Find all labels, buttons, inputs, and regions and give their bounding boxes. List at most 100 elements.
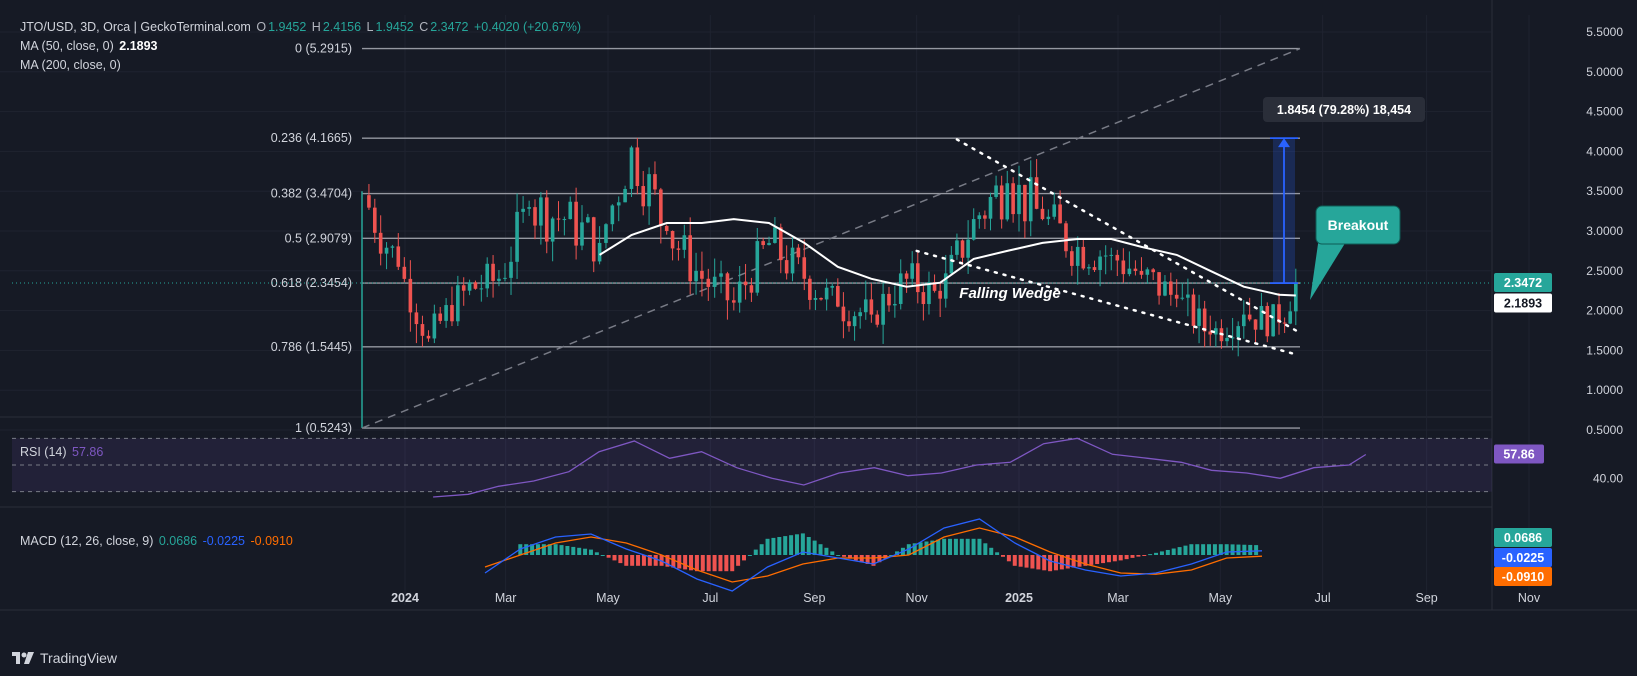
candle-body [676, 248, 681, 250]
fib-trend-line [361, 47, 1301, 429]
ma50-line [599, 218, 1296, 297]
candle-body [1247, 314, 1252, 320]
candle-body [971, 219, 976, 240]
candle-body [694, 270, 698, 282]
fib-level-label: 0.618 (2.3454) [271, 276, 352, 290]
candle-body [461, 285, 466, 291]
tradingview-logo-icon [12, 652, 34, 664]
candle-body [485, 263, 490, 289]
macd-histogram-bar [553, 544, 558, 555]
macd-histogram-bar [636, 555, 641, 566]
candle-body [1294, 282, 1298, 312]
y-tick-label: 4.0000 [1586, 144, 1623, 158]
change-value: +0.4020 (+20.67%) [473, 20, 581, 34]
candle-body [1241, 314, 1246, 327]
macd-histogram-bar [983, 543, 988, 555]
macd-histogram-bar [806, 537, 811, 555]
y-tick-label: 2.0000 [1586, 304, 1623, 318]
low-label: L [366, 20, 374, 34]
macd-histogram-bar [942, 538, 947, 555]
candle-body [706, 278, 711, 287]
macd-histogram-bar [836, 555, 841, 556]
macd-histogram-bar [824, 547, 829, 555]
candle-body [719, 273, 723, 277]
macd-histogram-bar [995, 552, 1000, 555]
macd-histogram-bar [895, 551, 900, 555]
macd-histogram-bar [524, 544, 529, 555]
candle-body [1121, 260, 1126, 275]
candle-body [881, 293, 885, 325]
macd-histogram-bar [759, 544, 764, 555]
macd-histogram-bar [1106, 555, 1111, 563]
signal-value: -0.0225 [202, 534, 245, 548]
macd-histogram-bar [753, 549, 758, 555]
candle-body [670, 231, 675, 249]
breakout-callout-box [1315, 205, 1401, 245]
macd-histogram-bar [1036, 555, 1041, 570]
candle-body [1075, 246, 1080, 266]
candle-body [659, 189, 663, 226]
candle-body [1265, 306, 1270, 337]
candle-body [509, 261, 513, 278]
macd-histogram-bar [1142, 555, 1147, 556]
ma200-legend[interactable]: MA (200, close, 0) [20, 58, 123, 72]
macd-histogram-bar [1018, 555, 1023, 567]
candle-body [994, 185, 998, 197]
candle-body [938, 290, 942, 299]
candle-body [784, 260, 789, 274]
fib-level-label: 0.236 (4.1665) [271, 131, 352, 145]
macd-histogram-bar [618, 555, 623, 564]
candle-body [863, 299, 868, 313]
y-tick-label: 3.5000 [1586, 184, 1623, 198]
macd-tag-text: 0.0686 [1504, 531, 1542, 545]
x-tick-label: Sep [1416, 591, 1438, 605]
candle-body [604, 224, 608, 243]
candle-body [641, 186, 646, 207]
macd-histogram-bar [653, 555, 658, 566]
rsi-legend[interactable]: RSI (14) 57.86 [20, 445, 105, 459]
candle-body [1087, 267, 1091, 269]
macd-histogram-bar [771, 537, 776, 555]
candle-body [910, 263, 914, 279]
x-tick-label: Jul [1315, 591, 1331, 605]
candle-body [1259, 306, 1264, 330]
macd-histogram-bar [1118, 555, 1123, 561]
candle-body [623, 188, 627, 203]
ma50-legend[interactable]: MA (50, close, 0) 2.1893 [20, 39, 160, 53]
candle-body [533, 207, 537, 226]
measure-tooltip-text: 1.8454 (79.28%) 18,454 [1277, 103, 1411, 117]
macd-histogram-bar [612, 555, 617, 561]
candle-body [712, 276, 717, 287]
candle-body [943, 273, 948, 299]
macd-histogram-bar [1071, 555, 1076, 568]
ma50-tag [1494, 293, 1552, 313]
rsi-value: 57.86 [72, 445, 104, 459]
macd-legend[interactable]: MACD (12, 26, close, 9) 0.0686 -0.0225 -… [20, 534, 295, 548]
macd-histogram-bar [1218, 544, 1223, 555]
tradingview-footer[interactable]: TradingView [12, 650, 117, 666]
macd-histogram-bar [830, 551, 835, 555]
candle-body [819, 297, 823, 300]
candle-body [432, 313, 437, 339]
macd-histogram-bar [665, 555, 670, 567]
open-label: O [256, 20, 267, 34]
ma50-value: 2.1893 [119, 39, 158, 53]
candle-body [562, 219, 567, 221]
macd-histogram-bar [777, 537, 782, 555]
macd-histogram-bar [936, 539, 941, 555]
candle-body [1288, 311, 1293, 324]
candle-body [1174, 294, 1179, 299]
candle-body [1169, 281, 1173, 295]
x-tick-label: May [596, 591, 620, 605]
candle-body [1028, 177, 1033, 222]
high-label: H [311, 20, 321, 34]
candle-body [568, 201, 573, 220]
macd-histogram-bar [1077, 555, 1082, 567]
macd-histogram-bar [924, 541, 929, 555]
candle-body [629, 147, 634, 189]
candle-body [904, 273, 909, 279]
macd-histogram-bar [1195, 544, 1200, 555]
candle-body [408, 278, 413, 313]
symbol-title[interactable]: JTO/USD, 3D, Orca | GeckoTerminal.com [20, 20, 251, 34]
